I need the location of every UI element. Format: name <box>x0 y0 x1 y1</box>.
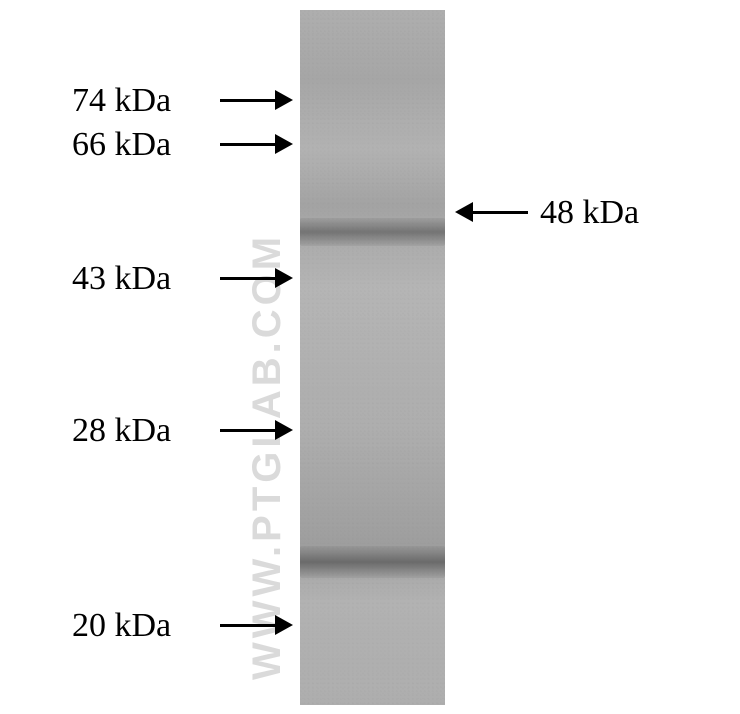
marker-label-66: 66 kDa <box>72 126 171 164</box>
arrow-head-icon <box>275 615 293 635</box>
arrow-head-icon <box>275 134 293 154</box>
marker-arrow-74 <box>220 90 293 110</box>
arrow-head-icon <box>455 202 473 222</box>
marker-label-20: 20 kDa <box>72 607 171 645</box>
gel-band-lower <box>300 546 445 578</box>
arrow-shaft <box>220 143 275 146</box>
target-arrow <box>455 202 528 222</box>
marker-arrow-28 <box>220 420 293 440</box>
marker-label-43: 43 kDa <box>72 260 171 298</box>
arrow-head-icon <box>275 90 293 110</box>
marker-label-28: 28 kDa <box>72 412 171 450</box>
gel-band-target <box>300 218 445 246</box>
figure-container: WWW.PTGLAB.COM 74 kDa 66 kDa 43 kDa 28 k… <box>0 0 740 714</box>
arrow-head-icon <box>275 268 293 288</box>
watermark-text: WWW.PTGLAB.COM <box>245 233 290 680</box>
arrow-shaft <box>220 624 275 627</box>
gel-lane <box>300 10 445 705</box>
arrow-head-icon <box>275 420 293 440</box>
arrow-shaft <box>220 277 275 280</box>
marker-arrow-43 <box>220 268 293 288</box>
arrow-shaft <box>473 211 528 214</box>
target-label-48: 48 kDa <box>540 194 639 232</box>
arrow-shaft <box>220 429 275 432</box>
arrow-shaft <box>220 99 275 102</box>
marker-arrow-66 <box>220 134 293 154</box>
marker-label-74: 74 kDa <box>72 82 171 120</box>
marker-arrow-20 <box>220 615 293 635</box>
